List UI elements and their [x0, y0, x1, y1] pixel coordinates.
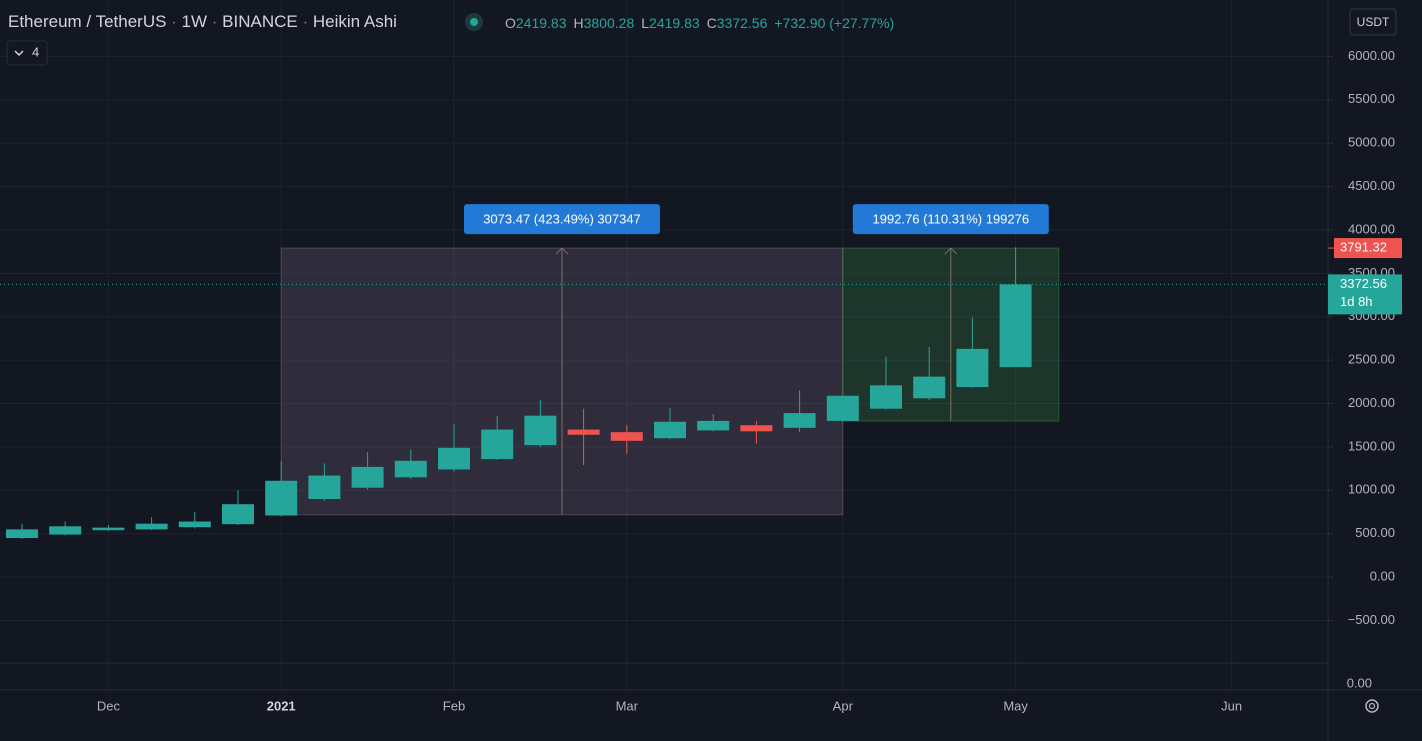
candle-body — [438, 447, 470, 470]
candle-body — [610, 432, 643, 441]
candle-body — [697, 420, 730, 431]
exchange: BINANCE — [222, 12, 298, 31]
last-price-bg — [1328, 274, 1402, 315]
y-tick-label: 5000.00 — [1348, 135, 1395, 150]
x-tick-label: Apr — [833, 698, 854, 713]
candle-body — [956, 348, 989, 388]
measure-label-bg — [464, 204, 660, 235]
y-tick-label: 4000.00 — [1348, 221, 1395, 236]
y-tick-label: 4500.00 — [1348, 178, 1395, 193]
ohlc: O2419.83 H3800.28 L2419.83 C3372.56 +732.90 … — [505, 15, 894, 31]
countdown: 1d 8h — [1340, 294, 1373, 309]
plot: 3073.47 (423.49%) 307347 1992.76 (110.31%… — [0, 204, 1328, 539]
candle-body — [265, 480, 298, 516]
change: +732.90 (+27.77%) — [774, 15, 894, 31]
o-key: O — [505, 15, 516, 31]
symbol: Ethereum / TetherUS — [8, 12, 166, 31]
y-tick-label: 2000.00 — [1348, 395, 1395, 410]
last-price-label: 3372.56 — [1340, 276, 1387, 291]
candle-body — [222, 504, 254, 525]
candle-body — [870, 385, 902, 409]
grid — [0, 0, 1328, 690]
candle-body — [394, 460, 427, 478]
l-value: 2419.83 — [649, 15, 700, 31]
o-value: 2419.83 — [516, 15, 567, 31]
x-tick-label: Jun — [1221, 698, 1242, 713]
candle-body — [999, 284, 1032, 368]
axis: −500.00 0.00 500.00 1000.00 1500.00 2000.00 25… — [97, 48, 1402, 713]
x-tick-label: Mar — [616, 698, 639, 713]
candle-body — [740, 425, 773, 432]
candle-body — [92, 527, 125, 531]
candle-body — [308, 475, 341, 499]
candle-body — [654, 421, 686, 439]
measure-arrowhead — [555, 247, 569, 255]
settings-gear[interactable] — [1365, 699, 1379, 713]
interval: 1W — [182, 12, 208, 31]
x-tick-label: Feb — [443, 698, 465, 713]
measure-label: 1992.76 (110.31%) 199276 — [872, 212, 1029, 227]
measure-arrowhead — [944, 247, 958, 255]
high-line-label: 3791.32 — [1340, 240, 1387, 255]
h-value: 3800.28 — [584, 15, 635, 31]
chart-style: Heikin Ashi — [313, 12, 397, 31]
currency-button[interactable]: USDT — [1349, 8, 1397, 36]
status-dot — [470, 18, 478, 26]
high-line-bg — [1334, 238, 1402, 259]
x-tick-label: May — [1003, 698, 1028, 713]
y-tick-label: 1500.00 — [1348, 438, 1395, 453]
candle-body — [524, 415, 557, 446]
measure-label: 3073.47 (423.49%) 307347 — [483, 212, 641, 227]
header: Ethereum / TetherUS · 1W · BINANCE · Hei… — [8, 12, 397, 31]
y-tick-label: 2500.00 — [1348, 352, 1395, 367]
y-tick-label: 0.00 — [1370, 569, 1395, 584]
currency: USDT — [1357, 15, 1390, 29]
candle-body — [6, 529, 38, 539]
measure-label-bg — [852, 204, 1049, 235]
y-tick-label: 1000.00 — [1348, 482, 1395, 497]
l-key: L — [641, 15, 649, 31]
candle-body — [351, 466, 384, 488]
c-value: 3372.56 — [717, 15, 768, 31]
y-tick-label: −500.00 — [1348, 612, 1395, 627]
candle-body — [567, 429, 600, 435]
candle-body — [49, 526, 82, 535]
y-tick-label: 500.00 — [1355, 525, 1395, 540]
candle-body — [913, 376, 946, 399]
y-tick-label: 5500.00 — [1348, 91, 1395, 106]
x-tick-label: Dec — [97, 698, 121, 713]
candle-body — [135, 523, 168, 530]
candle-body — [826, 395, 859, 421]
y-tick-label: 6000.00 — [1348, 48, 1395, 63]
c-key: C — [707, 15, 717, 31]
indicator-toggle[interactable]: 4 — [6, 40, 48, 66]
candle-body — [783, 413, 816, 428]
h-key: H — [574, 15, 584, 31]
pane-label: 0.00 — [1347, 675, 1372, 690]
indicator-count: 4 — [32, 44, 39, 59]
candle-body — [481, 429, 514, 460]
candle-body — [178, 521, 211, 528]
x-tick-label: 2021 — [267, 698, 296, 713]
